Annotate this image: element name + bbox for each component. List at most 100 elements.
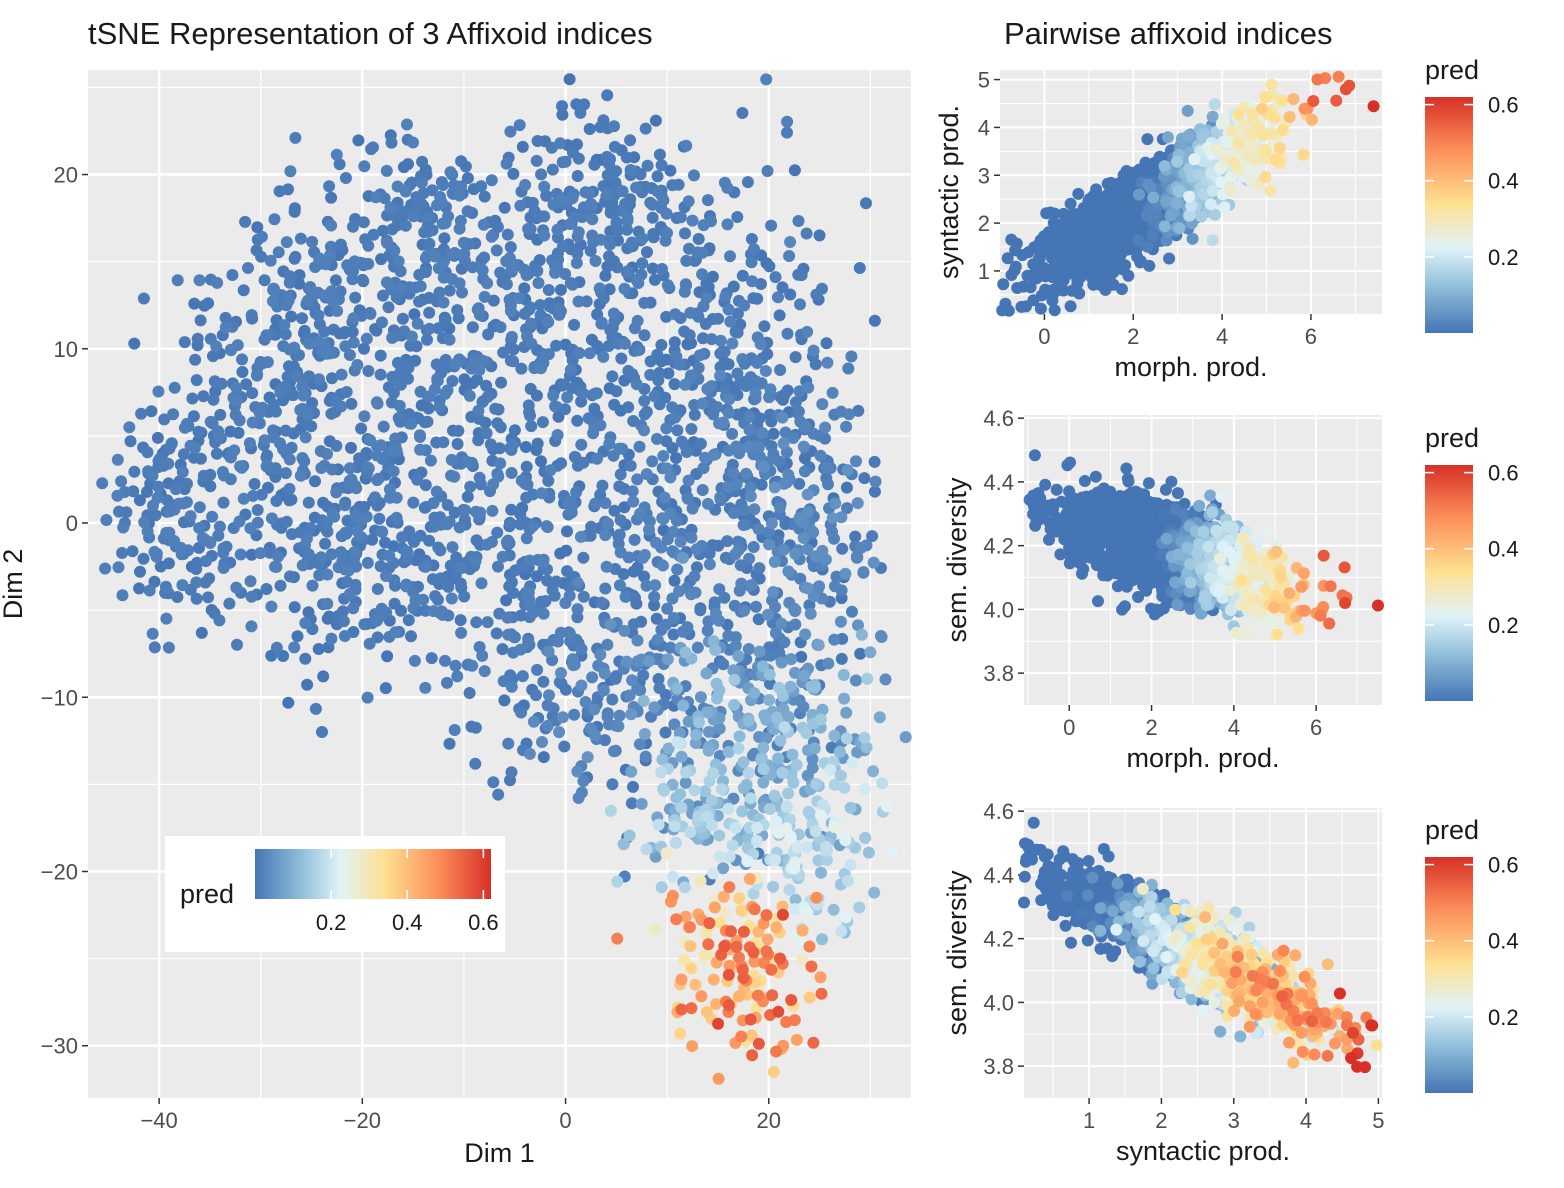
data-point — [284, 165, 297, 178]
data-point — [296, 380, 309, 393]
data-point — [767, 880, 780, 893]
data-point — [453, 277, 466, 290]
data-point — [443, 737, 456, 750]
data-point — [572, 226, 585, 239]
data-point — [763, 668, 776, 681]
data-point — [559, 268, 572, 280]
data-point — [437, 256, 450, 269]
data-point — [546, 584, 559, 597]
data-point — [1257, 129, 1270, 142]
data-point — [475, 254, 488, 267]
data-point — [599, 582, 612, 595]
data-point — [505, 680, 518, 693]
data-point — [461, 172, 474, 185]
data-point — [441, 518, 453, 531]
data-point — [732, 742, 745, 755]
data-point — [501, 611, 514, 624]
data-point — [1367, 100, 1380, 113]
data-point — [664, 641, 677, 654]
data-point — [542, 284, 555, 296]
y-axis-title: Dim 2 — [0, 549, 28, 620]
data-point — [439, 217, 452, 229]
y-tick-label: −10 — [41, 685, 78, 710]
data-point — [559, 403, 571, 416]
data-point — [451, 670, 464, 683]
data-point — [618, 374, 631, 387]
data-point — [541, 699, 554, 712]
data-point — [293, 269, 306, 282]
data-point — [414, 443, 427, 456]
data-point — [143, 584, 156, 597]
data-point — [601, 517, 614, 530]
data-point — [367, 141, 379, 154]
data-point — [1097, 245, 1110, 258]
data-point — [213, 430, 226, 443]
data-point — [516, 670, 529, 683]
data-point — [782, 565, 795, 578]
data-point — [679, 910, 692, 923]
data-point — [1276, 124, 1289, 137]
data-point — [702, 744, 715, 757]
data-point — [240, 378, 253, 391]
data-point — [679, 378, 692, 391]
data-point — [671, 563, 684, 576]
data-point — [713, 722, 726, 735]
data-point — [805, 960, 818, 973]
data-point — [484, 438, 497, 451]
data-point — [251, 504, 264, 516]
data-point — [285, 528, 298, 541]
data-point — [99, 562, 112, 575]
data-point — [793, 477, 806, 490]
data-point — [299, 617, 312, 629]
y-tick-label: 5 — [978, 68, 990, 93]
data-point — [498, 201, 511, 214]
data-point — [797, 700, 810, 713]
data-point — [150, 550, 163, 563]
data-point — [405, 417, 418, 430]
data-point — [797, 440, 810, 453]
data-point — [776, 766, 789, 779]
data-point — [461, 205, 474, 218]
data-point — [498, 694, 511, 707]
data-point — [464, 480, 477, 493]
data-point — [608, 745, 620, 758]
data-point — [750, 600, 762, 613]
data-point — [588, 402, 601, 415]
data-point — [601, 188, 614, 201]
data-point — [328, 510, 341, 523]
data-point — [244, 575, 257, 588]
data-point — [683, 921, 696, 934]
data-point — [347, 265, 360, 278]
data-point — [737, 519, 750, 531]
data-point — [234, 548, 247, 561]
data-point — [542, 645, 555, 658]
data-point — [1330, 94, 1343, 107]
data-point — [164, 505, 177, 518]
data-point — [760, 945, 773, 958]
data-point — [839, 567, 852, 580]
data-point — [765, 963, 778, 976]
x-tick-label: 2 — [1145, 715, 1157, 740]
data-point — [841, 464, 854, 477]
data-point — [705, 819, 718, 832]
data-point — [287, 360, 300, 373]
data-point — [111, 489, 124, 502]
data-point — [592, 659, 605, 672]
data-point — [622, 364, 635, 377]
data-point — [319, 537, 332, 550]
data-point — [752, 523, 765, 536]
data-point — [736, 107, 749, 119]
x-tick-label: 4 — [1228, 715, 1240, 740]
data-point — [608, 140, 621, 153]
data-point — [795, 650, 808, 663]
data-point — [702, 938, 715, 951]
data-point — [1232, 108, 1245, 121]
data-point — [247, 489, 259, 502]
data-point — [310, 287, 323, 300]
data-point — [828, 633, 841, 646]
data-point — [296, 559, 309, 572]
data-point — [188, 297, 201, 310]
data-point — [639, 750, 652, 763]
data-point — [843, 408, 856, 421]
data-point — [1264, 184, 1277, 197]
